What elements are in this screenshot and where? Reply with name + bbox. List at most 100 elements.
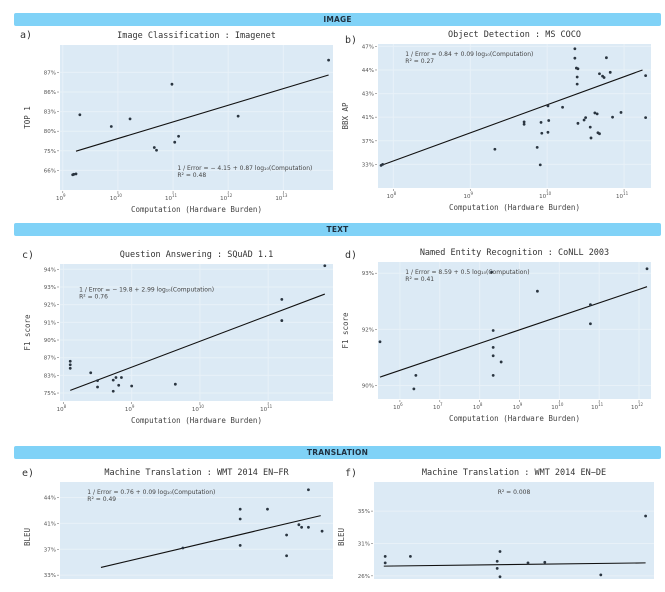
x-tick-exponent: 10 xyxy=(199,404,205,409)
x-tick-exponent: 6 xyxy=(400,402,403,407)
data-point xyxy=(173,382,177,386)
section-title: IMAGE xyxy=(323,15,352,24)
plot-area xyxy=(60,482,333,579)
data-point xyxy=(285,554,288,558)
data-point xyxy=(491,345,495,349)
y-axis-label: BLEU xyxy=(23,528,32,546)
data-point xyxy=(540,131,544,135)
data-point xyxy=(593,111,597,115)
data-point xyxy=(177,134,180,138)
data-point xyxy=(498,550,502,553)
x-tick-label: 1010 xyxy=(192,404,205,413)
data-point xyxy=(327,58,330,62)
regression-equation: 1 / Error = 0.84 + 0.09 log₁₀(Computatio… xyxy=(405,51,533,58)
data-point xyxy=(300,525,304,529)
regression-equation: 1 / Error = − 19.8 + 2.99 log₁₀(Computat… xyxy=(79,286,214,293)
x-tick-label: 1011 xyxy=(260,404,273,413)
data-point xyxy=(236,114,240,118)
r-squared: R² = 0.008 xyxy=(498,489,531,496)
y-tick-label: 33% xyxy=(44,573,56,579)
y-tick-label: 83% xyxy=(44,110,56,116)
x-tick-exponent: 10 xyxy=(117,193,123,198)
x-tick-base: 10 xyxy=(464,194,471,200)
data-point xyxy=(155,148,158,152)
r-squared: R² = 0.48 xyxy=(177,172,206,179)
data-point xyxy=(573,56,577,60)
x-tick-exponent: 9 xyxy=(63,193,66,198)
chart-svg: 90%92%93%106107108109101010111012Computa… xyxy=(341,262,651,423)
data-point xyxy=(588,125,592,129)
y-axis-label: F1 score xyxy=(341,312,350,349)
data-point xyxy=(181,546,185,550)
data-point xyxy=(589,303,592,307)
x-tick-label: 1010 xyxy=(110,193,123,202)
x-tick-base: 10 xyxy=(57,407,64,413)
data-point xyxy=(589,322,592,326)
x-tick-label: 107 xyxy=(433,402,443,411)
data-point xyxy=(120,376,123,379)
x-tick-base: 10 xyxy=(539,194,546,200)
x-tick-base: 10 xyxy=(192,407,199,413)
x-tick-label: 1012 xyxy=(631,402,644,411)
data-point xyxy=(89,371,93,375)
data-point xyxy=(78,113,82,117)
chart-title: Object Detection : MS COCO xyxy=(447,30,582,40)
data-point xyxy=(589,136,593,140)
x-tick-exponent: 9 xyxy=(520,402,523,407)
x-tick-exponent: 11 xyxy=(598,402,604,407)
data-point xyxy=(645,267,649,271)
data-point xyxy=(536,289,539,293)
regression-line xyxy=(100,515,321,568)
x-tick-label: 109 xyxy=(464,191,474,200)
data-point xyxy=(280,319,284,322)
data-point xyxy=(238,507,242,511)
y-axis-label: F1 score xyxy=(23,314,32,351)
y-tick-label: 75% xyxy=(44,391,56,397)
data-point xyxy=(152,146,156,149)
x-tick-base: 10 xyxy=(393,405,400,411)
data-point xyxy=(114,376,118,379)
data-point xyxy=(238,517,242,521)
y-tick-label: 37% xyxy=(44,547,56,553)
data-point xyxy=(575,75,579,79)
x-axis-label: Computation (Hardware Burden) xyxy=(131,416,262,425)
section-title: TEXT xyxy=(326,225,349,234)
y-axis-label: TOP 1 xyxy=(23,106,32,129)
data-point xyxy=(111,389,115,393)
chart-svg: 33%37%41%43%44%47%10810910101011Computat… xyxy=(341,44,651,212)
y-tick-label: 93% xyxy=(44,285,56,291)
x-tick-label: 1010 xyxy=(551,402,564,411)
chart-svg: 66%75%80%83%86%87%1091010101110121013Com… xyxy=(23,45,333,214)
y-tick-label: 92% xyxy=(44,303,56,309)
data-point xyxy=(130,384,134,388)
data-point xyxy=(644,116,648,120)
x-tick-exponent: 8 xyxy=(64,404,67,409)
data-point xyxy=(109,125,113,128)
r-squared: R² = 0.76 xyxy=(79,293,108,300)
data-point xyxy=(412,387,416,391)
y-tick-label: 91% xyxy=(44,320,56,326)
data-point xyxy=(491,354,495,358)
x-tick-base: 10 xyxy=(387,194,394,200)
x-tick-base: 10 xyxy=(616,194,623,200)
y-tick-label: 44% xyxy=(362,68,374,74)
plot-area xyxy=(60,45,333,190)
data-point xyxy=(595,112,599,116)
x-tick-exponent: 9 xyxy=(132,404,135,409)
data-point xyxy=(378,340,382,344)
x-tick-exponent: 9 xyxy=(471,191,474,196)
y-tick-label: 66% xyxy=(44,168,56,174)
x-tick-label: 108 xyxy=(387,191,397,200)
data-point xyxy=(608,70,612,74)
x-tick-base: 10 xyxy=(165,196,172,202)
data-point xyxy=(72,172,76,176)
data-point xyxy=(323,264,327,268)
data-point xyxy=(307,488,310,492)
chart-svg: 33% 37% 41% 44% BLEU 1 / Error = 0.76 + 0.09 … xyxy=(23,488,333,579)
x-tick-base: 10 xyxy=(110,196,117,202)
y-tick-label: 75% xyxy=(44,149,56,155)
data-point xyxy=(539,120,543,124)
regression-equation: 1 / Error = − 4.15 + 0.87 log₁₀(Computat… xyxy=(177,165,312,172)
data-point xyxy=(381,162,385,166)
data-point xyxy=(576,67,580,71)
